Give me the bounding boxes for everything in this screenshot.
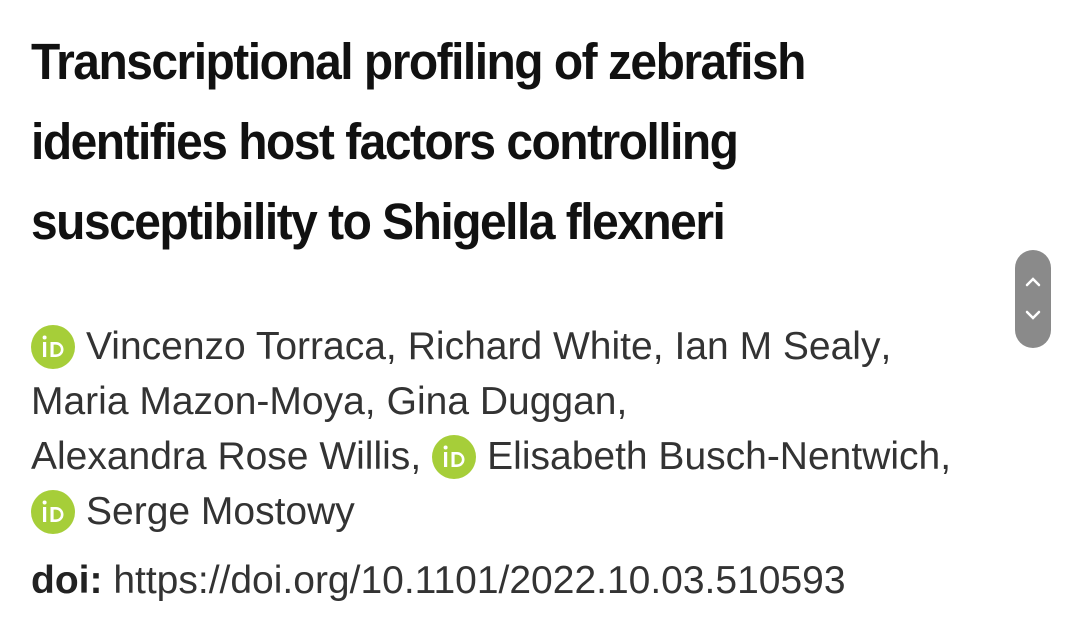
title-line: identifies host factors controlling — [31, 113, 739, 170]
orcid-dot — [42, 500, 47, 504]
orcid-dot — [42, 335, 47, 339]
author: Serge Mostowy — [31, 484, 355, 539]
scroll-buttons[interactable] — [1015, 250, 1051, 348]
author-separator: , — [410, 435, 422, 478]
author-name: Alexandra Rose Willis — [31, 435, 411, 478]
doi-label: doi: — [31, 559, 103, 602]
title-line: Transcriptional profiling of zebrafish — [31, 33, 806, 90]
author-name: Vincenzo Torraca — [86, 325, 386, 368]
orcid-dot — [443, 445, 448, 449]
orcid-icon[interactable] — [31, 489, 75, 534]
orcid-icon[interactable] — [31, 324, 75, 369]
author-separator: , — [652, 325, 664, 368]
title-line: susceptibility to Shigella flexneri — [31, 193, 726, 250]
scroll-up[interactable] — [1025, 277, 1041, 287]
orcid-i — [43, 506, 47, 522]
author: Maria Mazon-Moya, — [31, 374, 376, 429]
author-line: Maria Mazon-Moya, Gina Duggan, — [31, 374, 1071, 429]
author: Elisabeth Busch-Nentwich, — [432, 429, 951, 484]
author-separator: , — [364, 380, 376, 423]
orcid-d — [451, 451, 465, 467]
author-line: Serge Mostowy — [31, 484, 1071, 539]
author-separator: , — [616, 380, 628, 423]
doi-link[interactable]: https://doi.org/10.1101/2022.10.03.51059… — [113, 559, 846, 602]
orcid-d — [50, 341, 64, 357]
author-name: Serge Mostowy — [86, 490, 355, 533]
author: Richard White, — [408, 319, 664, 374]
author: Gina Duggan, — [387, 374, 628, 429]
doi-line: doi: https://doi.org/10.1101/2022.10.03.… — [31, 555, 846, 607]
scroll-down[interactable] — [1025, 310, 1041, 320]
author: Vincenzo Torraca, — [31, 319, 397, 374]
orcid-i — [43, 341, 47, 357]
orcid-icon[interactable] — [432, 434, 477, 479]
author-name: Elisabeth Busch-Nentwich — [487, 435, 941, 478]
author-name: Maria Mazon-Moya — [31, 380, 365, 423]
author-separator: , — [940, 435, 952, 478]
orcid-i — [444, 451, 448, 467]
author-name: Ian M Sealy — [674, 325, 881, 368]
orcid-d — [50, 506, 64, 522]
author-name: Richard White — [407, 325, 653, 368]
author-list: Vincenzo Torraca, Richard White, Ian M Sea… — [31, 319, 1071, 539]
author-line: Vincenzo Torraca, Richard White, Ian M Sea… — [31, 319, 1071, 374]
article-title: Transcriptional profiling of zebrafish id… — [31, 22, 1031, 262]
author: Alexandra Rose Willis, — [31, 429, 421, 484]
author-line: Alexandra Rose Willis, Elisabeth Busch-Ne… — [31, 429, 1071, 484]
author-name: Gina Duggan — [386, 380, 617, 423]
author-separator: , — [385, 325, 397, 368]
author-separator: , — [880, 325, 892, 368]
author: Ian M Sealy, — [675, 319, 892, 374]
scroll-track — [1015, 250, 1051, 348]
